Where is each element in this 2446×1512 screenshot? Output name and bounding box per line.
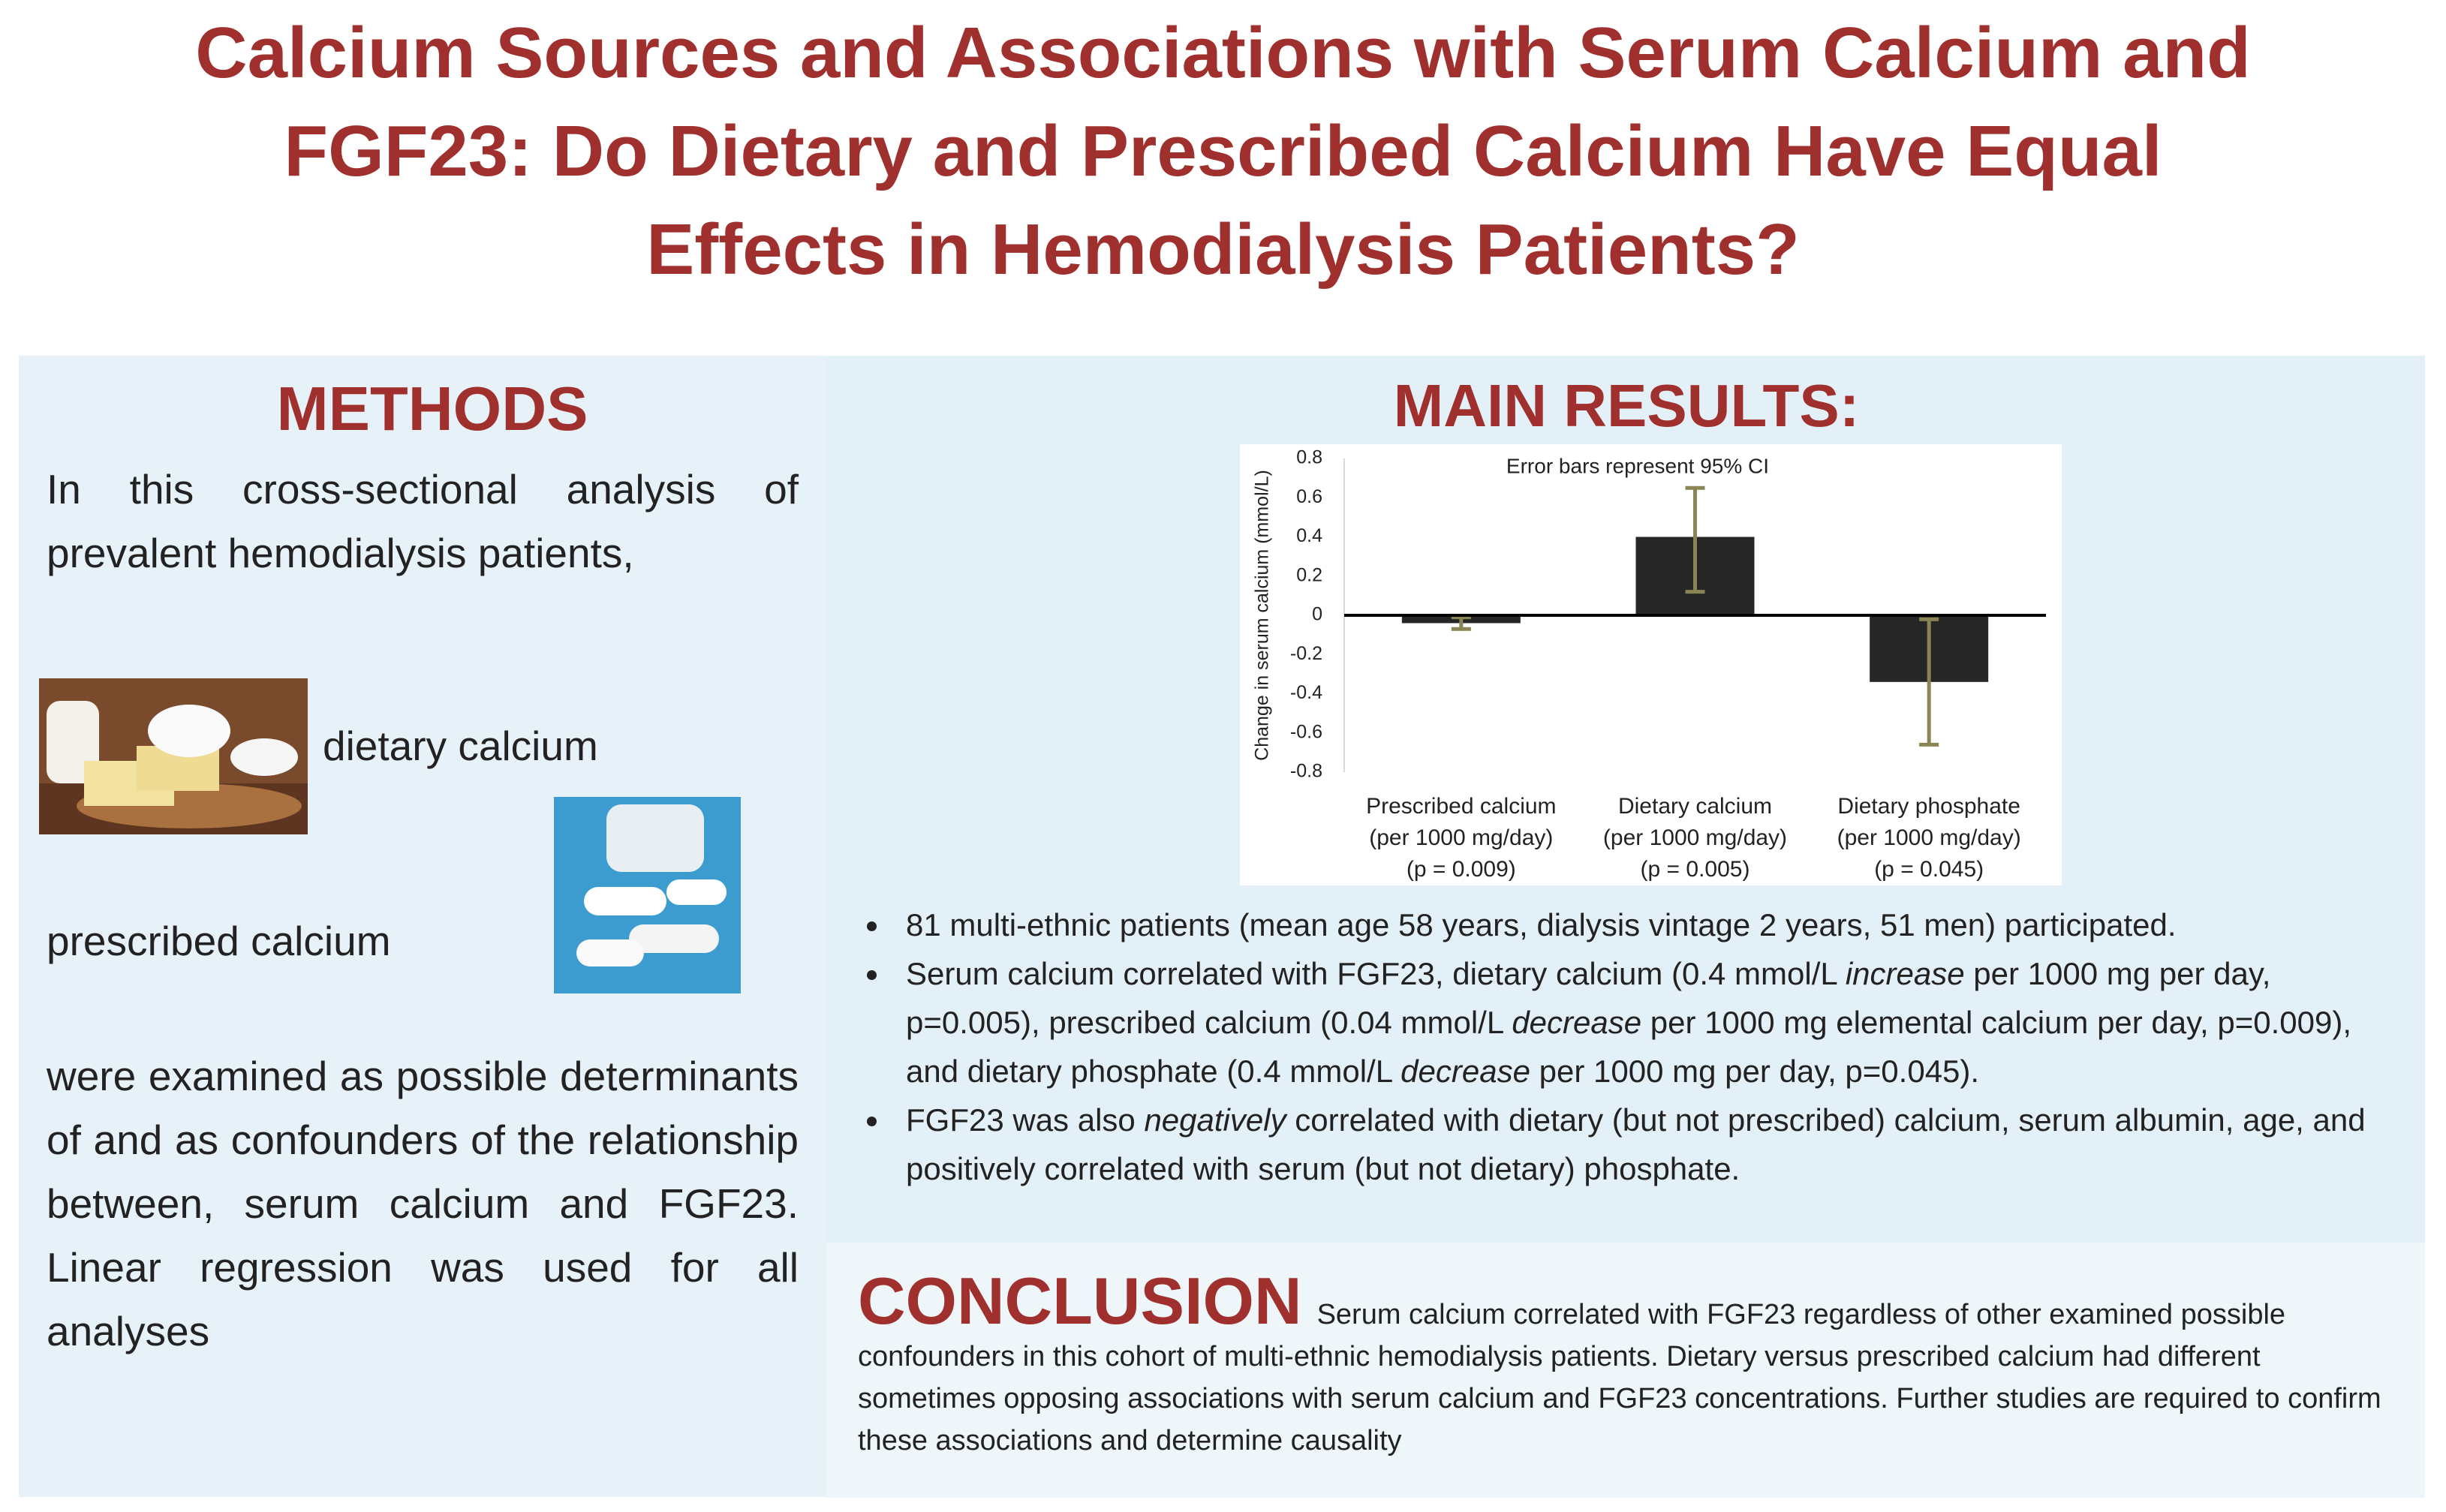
y-tick-label: 0.6 bbox=[1296, 486, 1322, 507]
y-tick-label: 0.4 bbox=[1296, 525, 1322, 546]
title-line: Effects in Hemodialysis Patients? bbox=[646, 209, 1800, 290]
error-bar bbox=[1685, 485, 1705, 594]
bullet-text: decrease bbox=[1512, 1005, 1642, 1040]
methods-body: were examined as possible determinants o… bbox=[47, 1053, 799, 1354]
bullet: Serum calcium correlated with FGF23, die… bbox=[891, 949, 2395, 1096]
chart: Error bars represent 95% CI Change in se… bbox=[1240, 444, 2062, 889]
x-tick-label: Dietary calcium bbox=[1618, 794, 1772, 819]
x-tick-label: (per 1000 mg/day) bbox=[1369, 825, 1553, 850]
x-tick-label: (p = 0.005) bbox=[1641, 857, 1750, 882]
pills-image bbox=[554, 797, 741, 993]
bullet-text: FGF23 was also bbox=[906, 1102, 1145, 1138]
y-tick-label: 0.2 bbox=[1296, 564, 1322, 585]
x-tick-label: Prescribed calcium bbox=[1366, 794, 1556, 819]
bullet: FGF23 was also negatively correlated wit… bbox=[891, 1096, 2395, 1193]
bullet: 81 multi-ethnic patients (mean age 58 ye… bbox=[891, 900, 2395, 949]
title-line: Calcium Sources and Associations with Se… bbox=[195, 13, 2251, 93]
chart-annotation: Error bars represent 95% CI bbox=[1506, 454, 1769, 477]
y-tick-label: 0.8 bbox=[1296, 447, 1322, 468]
methods-heading: METHODS bbox=[276, 374, 588, 443]
prescribed-calcium-label: prescribed calcium bbox=[47, 918, 391, 964]
bullet-text: correlated with dietary (but not prescri… bbox=[906, 1102, 2366, 1186]
y-tick-label: -0.8 bbox=[1290, 761, 1322, 782]
bullet-text: increase bbox=[1845, 956, 1965, 991]
x-tick-label: (per 1000 mg/day) bbox=[1837, 825, 2021, 850]
bullet-text: per 1000 mg elemental calcium per day, p… bbox=[906, 1005, 2352, 1089]
x-tick-label: (p = 0.045) bbox=[1874, 857, 1984, 882]
error-bar bbox=[1919, 617, 1939, 747]
y-tick-label: 0 bbox=[1312, 604, 1322, 625]
y-tick-label: -0.2 bbox=[1290, 643, 1322, 664]
title: Calcium Sources and Associations with Se… bbox=[0, 4, 2446, 299]
results-heading: MAIN RESULTS: bbox=[1393, 372, 1860, 439]
y-axis-label: Change in serum calcium (mmol/L) bbox=[1252, 470, 1273, 761]
dairy-image bbox=[39, 678, 308, 834]
title-line: FGF23: Do Dietary and Prescribed Calcium… bbox=[284, 111, 2162, 191]
conclusion-heading: CONCLUSION bbox=[858, 1264, 1302, 1338]
bullet-text: decrease bbox=[1401, 1054, 1530, 1089]
dietary-calcium-label: dietary calcium bbox=[323, 723, 598, 769]
x-tick-label: Dietary phosphate bbox=[1837, 794, 2020, 819]
x-tick-label: (per 1000 mg/day) bbox=[1603, 825, 1787, 850]
x-tick-label: (p = 0.009) bbox=[1407, 857, 1516, 882]
bullet-text: per 1000 mg per day, p=0.045). bbox=[1530, 1054, 1980, 1089]
bullet-text: negatively bbox=[1144, 1102, 1286, 1138]
bullet-text: per 1000 mg per day, p=0.005), prescribe… bbox=[906, 956, 2271, 1040]
conclusion-text: Serum calcium correlated with FGF23 rega… bbox=[858, 1299, 2381, 1456]
y-tick-label: -0.4 bbox=[1290, 682, 1322, 703]
conclusion-panel: CONCLUSION Serum calcium correlated with … bbox=[826, 1243, 2425, 1498]
error-bar bbox=[1451, 615, 1471, 631]
bullet-text: Serum calcium correlated with FGF23, die… bbox=[906, 956, 1846, 991]
y-tick-label: -0.6 bbox=[1290, 721, 1322, 742]
methods-intro: In this cross-sectional analysis of prev… bbox=[47, 466, 799, 576]
bullet-text: 81 multi-ethnic patients (mean age 58 ye… bbox=[906, 907, 2177, 942]
results-bullets: 81 multi-ethnic patients (mean age 58 ye… bbox=[826, 885, 2425, 1240]
